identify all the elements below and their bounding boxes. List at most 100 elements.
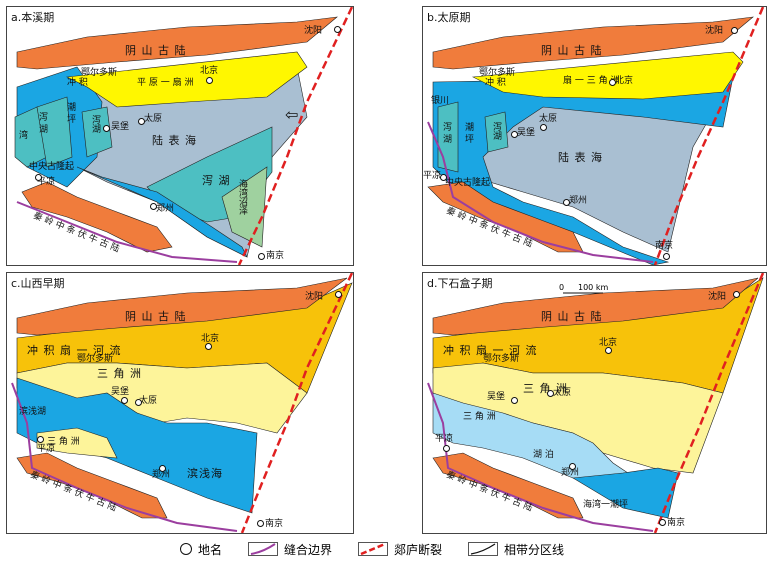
place-pingliang: 平凉 bbox=[423, 171, 442, 181]
delta2-label: 三 角 洲 bbox=[463, 412, 496, 422]
place-ordos: 鄂尔多斯 bbox=[479, 68, 516, 78]
place-circle-icon bbox=[180, 543, 192, 555]
lagoon-area-2 bbox=[484, 111, 509, 153]
place-zhengzhou: 郑州 bbox=[152, 470, 171, 480]
legend-item-fault: 郯庐断裂 bbox=[358, 541, 442, 558]
luhai-label: 陆 表 海 bbox=[152, 134, 197, 147]
panel-d: d.下石盒子期 0 100 km 阴 山 古 陆 冲 积 扇 一 河 流 三 角… bbox=[422, 272, 767, 534]
place-nanjing: 南京 bbox=[266, 251, 285, 261]
tanlu-fault bbox=[237, 7, 353, 265]
place-marker bbox=[547, 390, 554, 397]
map-c bbox=[7, 273, 353, 533]
chaoping-label: 潮 坪 bbox=[65, 102, 75, 123]
lagoon-area-2 bbox=[81, 106, 113, 158]
delta2-label: 三 角 洲 bbox=[47, 437, 80, 447]
tidal-flat-lower bbox=[76, 166, 248, 258]
yinshan-oldland bbox=[16, 16, 338, 70]
place-marker bbox=[206, 77, 213, 84]
place-beijing: 北京 bbox=[615, 76, 634, 86]
yinchuan-label: 银川 bbox=[431, 96, 450, 106]
legend-label: 地名 bbox=[198, 542, 223, 557]
place-nanjing: 南京 bbox=[667, 518, 686, 528]
place-marker bbox=[335, 291, 342, 298]
legend-label: 相带分区线 bbox=[504, 542, 565, 557]
place-shenyang: 沈阳 bbox=[708, 292, 727, 302]
tanlu-fault bbox=[653, 7, 765, 265]
place-shenyang: 沈阳 bbox=[305, 292, 324, 302]
fan-label: 冲 积 扇 一 河 流 bbox=[27, 344, 122, 357]
place-marker bbox=[511, 131, 518, 138]
place-marker bbox=[440, 174, 447, 181]
chaoping-label: 潮 坪 bbox=[463, 122, 473, 143]
plain-label: 平 原 一 扇 洲 bbox=[137, 78, 194, 88]
place-zhengzhou: 郑州 bbox=[156, 204, 175, 214]
legend-label: 郯庐断裂 bbox=[394, 542, 443, 557]
place-marker bbox=[37, 436, 44, 443]
legend: 地名 缝合边界 郯庐断裂 相带分区线 bbox=[180, 538, 564, 560]
place-nanjing: 南京 bbox=[655, 241, 674, 251]
place-marker bbox=[150, 203, 157, 210]
hollow-arrow-icon: ⇦ bbox=[285, 105, 299, 124]
place-nanjing: 南京 bbox=[265, 519, 284, 529]
panel-b: b.太原期 阴 山 古 陆 扇 一 三 角 洲 冲 积 银川 潮 坪 泻 湖 泻… bbox=[422, 6, 767, 266]
panel-c: c.山西早期 阴 山 古 陆 冲 积 扇 一 河 流 三 角 洲 滨浅湖 三 角… bbox=[6, 272, 354, 534]
place-marker bbox=[103, 125, 110, 132]
bay-label: 湾 bbox=[19, 131, 29, 141]
yinshan-label: 阴 山 古 陆 bbox=[125, 310, 187, 323]
place-wubao: 吴堡 bbox=[111, 122, 130, 132]
tidal-label: 海湾一潮坪 bbox=[583, 500, 629, 510]
place-marker bbox=[258, 253, 265, 260]
delta-label: 三 角 洲 bbox=[97, 367, 142, 380]
place-taiyuan: 太原 bbox=[139, 396, 158, 406]
place-marker bbox=[443, 445, 450, 452]
place-shenyang: 沈阳 bbox=[705, 26, 724, 36]
legend-item-facies: 相带分区线 bbox=[468, 541, 564, 558]
place-marker bbox=[569, 463, 576, 470]
yinshan-oldland bbox=[16, 277, 348, 336]
place-beijing: 北京 bbox=[200, 66, 219, 76]
place-marker bbox=[205, 343, 212, 350]
legend-item-suture: 缝合边界 bbox=[248, 541, 332, 558]
swamp-area bbox=[221, 166, 268, 248]
place-marker bbox=[135, 399, 142, 406]
zhongyang-label: 中央古隆起 bbox=[445, 178, 491, 188]
suture-boundary bbox=[16, 201, 238, 263]
zhongyang-label: 中央古隆起 bbox=[29, 162, 75, 172]
place-pingliang: 平凉 bbox=[37, 444, 56, 454]
panel-title: c.山西早期 bbox=[11, 275, 65, 291]
place-beijing: 北京 bbox=[599, 338, 618, 348]
fault-icon bbox=[358, 542, 389, 556]
place-shenyang: 沈阳 bbox=[304, 26, 323, 36]
tanlu-fault bbox=[240, 273, 353, 533]
delta-label: 三 角 洲 bbox=[523, 382, 568, 395]
lagoon-area bbox=[36, 96, 73, 168]
lake-label: 湖 泊 bbox=[533, 450, 554, 460]
legend-label: 缝合边界 bbox=[284, 542, 333, 557]
xiehu2-label: 泻湖 bbox=[90, 115, 100, 133]
facies-line-icon bbox=[468, 542, 499, 556]
place-marker bbox=[731, 27, 738, 34]
suture-boundary bbox=[427, 121, 654, 263]
qinling-oldland bbox=[16, 452, 168, 519]
panel-title: a.本溪期 bbox=[11, 9, 55, 25]
place-pingliang: 平凉 bbox=[37, 177, 56, 187]
xiehu3-label: 泻 湖 bbox=[202, 174, 231, 187]
place-taiyuan: 太原 bbox=[553, 388, 572, 398]
qinling-oldland bbox=[21, 181, 173, 253]
place-marker bbox=[733, 291, 740, 298]
place-pingliang: 平凉 bbox=[435, 434, 454, 444]
chongji-label: 冲 积 bbox=[485, 78, 506, 88]
yinshan-label: 阴 山 古 陆 bbox=[541, 310, 603, 323]
fan-delta-area bbox=[65, 51, 308, 108]
place-marker bbox=[334, 26, 341, 33]
place-wubao: 吴堡 bbox=[487, 392, 506, 402]
map-d bbox=[423, 273, 766, 533]
luhai-label: 陆 表 海 bbox=[558, 151, 603, 164]
place-zhengzhou: 郑州 bbox=[569, 196, 588, 206]
place-marker bbox=[121, 397, 128, 404]
panel-title: d.下石盒子期 bbox=[427, 275, 493, 291]
yinshan-label: 阴 山 古 陆 bbox=[125, 44, 187, 57]
bay-area bbox=[14, 106, 48, 168]
delta-area-2 bbox=[36, 427, 118, 459]
yinshan-oldland bbox=[432, 277, 759, 336]
